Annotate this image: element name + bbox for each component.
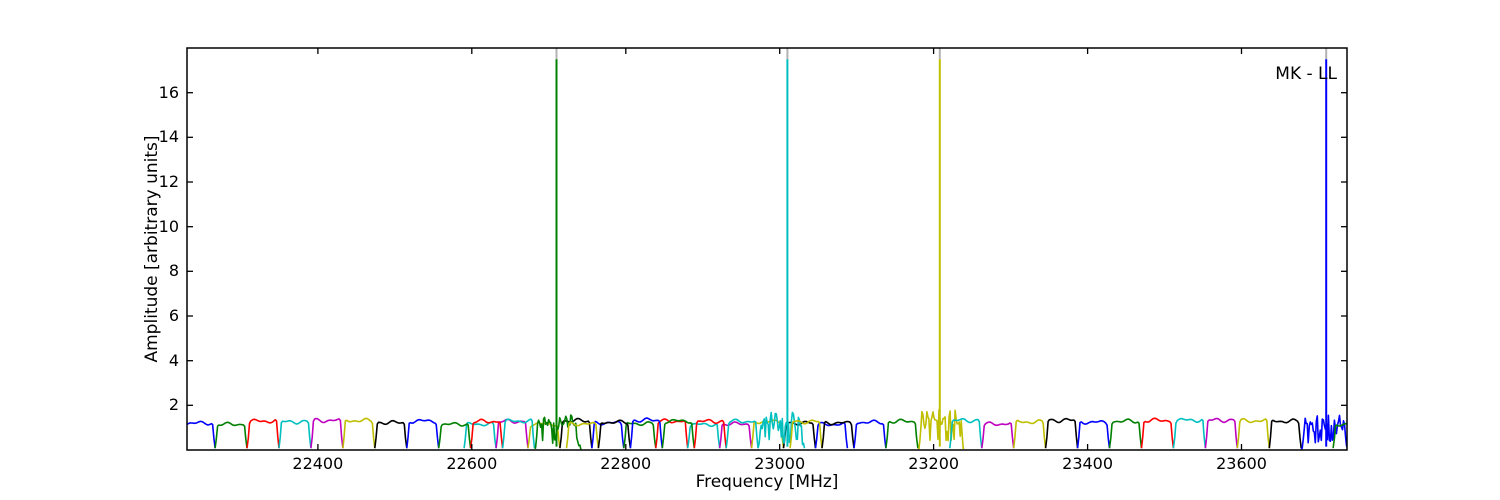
y-tick-label: 8 [168,261,179,281]
bandpass-curve [437,421,472,449]
bandpass-curve [725,418,759,449]
bandpass-curve-spiky [757,411,806,449]
x-tick-label: 23600 [1216,454,1267,473]
bandpass-curve [374,419,408,449]
bandpass-curve [949,417,983,449]
plot-frame [186,47,1348,451]
bandpass-curve [501,418,536,449]
bandpass-curve-spiky [917,408,965,450]
bandpass-curve [789,419,823,449]
bandpass-curve [1204,417,1239,449]
bandpass-curve [1108,418,1143,449]
x-tick-label: 22400 [292,454,344,473]
bandpass-curve [495,418,529,449]
bandpass-curve [310,417,344,449]
bandpass-curve [1332,422,1347,449]
x-tick-label: 23000 [754,454,806,473]
bandpass-curve [981,421,1015,449]
bandpass-curve [278,419,312,449]
bandpass-curve [629,417,664,449]
x-tick-label: 22600 [446,454,498,473]
bandpass-curve [469,418,504,449]
bandpass-curve [693,418,727,449]
baseline-label: MK - LL [1275,64,1337,84]
bandpass-curve [686,422,721,449]
bandpass-curve [1044,417,1079,449]
curves-group [187,48,1347,450]
y-tick-label: 12 [158,172,179,191]
bandpass-curve [342,417,376,449]
bandpass-curve [1172,417,1207,449]
y-tick-label: 6 [168,306,179,325]
y-tick-label: 10 [158,216,179,236]
bandpass-curve [623,420,657,449]
bandpass-curve [597,419,632,449]
bandpass-curve [214,421,248,449]
x-axis-label: Frequency [MHz] [695,472,839,492]
x-tick-label: 22800 [600,454,652,473]
y-tick-label: 2 [168,395,179,415]
bandpass-curve [1076,419,1111,449]
x-tick-label: 23200 [908,454,960,473]
bandpass-curve [718,421,753,449]
bandpass-curve [1012,419,1047,449]
bandpass-curve [187,420,216,449]
x-tick-label: 23400 [1062,454,1114,473]
bandpass-curve [1140,417,1175,449]
y-tick-label: 4 [168,350,179,370]
bandpass-curve-spiky [1300,414,1347,450]
bandpass-curve [1268,418,1302,449]
bandpass-curve [853,419,887,449]
bandpass-curve [1236,417,1271,449]
bandpass-curve [406,418,440,449]
bandpass-curve [661,418,696,449]
bandpass-curve [246,418,280,449]
bandpass-curve [821,420,855,449]
bandpass-curve [655,418,689,449]
bandpass-curve [565,421,600,449]
y-tick-label: 14 [158,127,179,147]
bandpass-curve [885,418,919,449]
y-tick-label: 16 [158,82,179,102]
